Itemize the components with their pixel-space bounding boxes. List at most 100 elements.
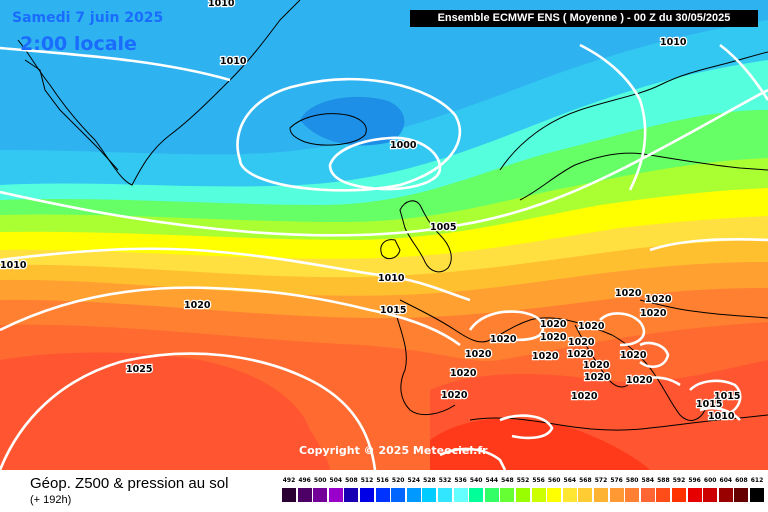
legend-tick-label: 496 [298,477,311,484]
legend-color-swatch [609,488,624,502]
legend-tick-label: 564 [563,477,577,484]
isobar-label: 1005 [430,222,456,233]
isobars [0,43,768,470]
isobar-label: 1000 [390,140,417,151]
legend-tick-label: 492 [282,477,296,484]
legend-color-swatch [531,488,546,502]
isobar-label: 1020 [450,368,477,379]
legend-color-swatch [282,488,296,502]
legend-color-swatch [484,488,499,502]
coastlines [17,0,768,431]
field-band-584 [0,352,330,470]
legend-color-swatch [703,488,718,502]
legend-tick-label: 568 [579,477,592,484]
legend-color-swatch [625,488,640,502]
legend-color-swatch [453,488,468,502]
isobar-label: 1020 [645,294,672,305]
pressure-geopotential-map: 1010 1010 1010 1000 1005 1010 1010 1020 … [0,0,768,470]
isobar-labels: 1010 1010 1010 1000 1005 1010 1010 1020 … [0,0,742,423]
legend-tick-label: 540 [469,477,483,484]
model-run-info: Ensemble ECMWF ENS ( Moyenne ) - 00 Z du… [410,10,758,27]
legend-tick-label: 520 [391,477,405,484]
isobar-label: 1020 [465,349,492,360]
legend-tick-label: 584 [641,477,655,484]
legend-tick-label: 592 [672,477,686,484]
legend-color-swatch [656,488,671,502]
copyright-notice: Copyright © 2025 Meteociel.fr [299,444,488,457]
isobar-label: 1010 [208,0,235,9]
legend-tick-label: 504 [329,477,343,484]
legend-tick-label: 500 [313,477,327,484]
legend-color-swatch [578,488,593,502]
isobar-label: 1020 [571,391,598,402]
isobar-label: 1010 [378,273,405,284]
product-title: Géop. Z500 & pression au sol [30,475,229,492]
legend-tick-label: 512 [360,477,374,484]
legend-color-swatch [547,488,562,502]
legend-tick-label: 608 [735,477,748,484]
legend-color-swatch [750,488,764,502]
legend-tick-label: 556 [532,477,545,484]
legend-color-swatch [687,488,702,502]
legend-tick-label: 516 [376,477,389,484]
legend-tick-label: 600 [703,477,717,484]
legend-color-swatch [375,488,390,502]
isobar-label: 1020 [567,349,594,360]
legend-tick-label: 576 [610,477,623,484]
legend-color-swatch [406,488,421,502]
isobar-label: 1010 [660,37,687,48]
legend-tick-label: 528 [423,477,436,484]
legend-color-swatch [438,488,452,502]
legend-color-swatch [640,488,655,502]
legend-color-swatch [500,488,515,502]
legend-tick-label: 508 [345,477,358,484]
forecast-date: Samedi 7 juin 2025 [12,10,164,26]
legend-color-swatch [469,488,484,502]
forecast-local-time: 2:00 locale [20,33,137,55]
isobar-label: 1020 [640,308,667,319]
isobar-label: 1020 [540,332,567,343]
legend-color-swatch [718,488,733,502]
isobar-label: 1015 [380,305,406,316]
isobar-label: 1025 [126,364,152,375]
legend-tick-label: 572 [594,477,608,484]
isobar-label: 1020 [490,334,517,345]
legend-tick-label: 604 [719,477,733,484]
legend-tick-label: 536 [454,477,467,484]
legend-tick-label: 552 [516,477,530,484]
legend-color-swatch [344,488,359,502]
legend-color-swatch [516,488,530,502]
legend-color-swatch [313,488,328,502]
legend-color-swatch [422,488,437,502]
legend-tick-label: 596 [688,477,701,484]
isobar-label: 1020 [583,360,610,371]
lead-time: (+ 192h) [30,494,72,506]
isobar-label: 1015 [696,399,722,410]
legend-color-swatch [328,488,343,502]
legend-tick-label: 532 [438,477,452,484]
legend-tick-label: 580 [625,477,639,484]
isobar-label: 1020 [540,319,567,330]
legend-tick-label: 588 [657,477,670,484]
isobar-label: 1020 [441,390,468,401]
field-band-588 [430,418,650,470]
isobar-label: 1020 [584,372,611,383]
isobar-label: 1015 [714,391,740,402]
isobar-label: 1020 [568,337,595,348]
isobar-label: 1020 [620,350,647,361]
legend-color-swatch [360,488,374,502]
legend-tick-label: 548 [501,477,514,484]
legend-color-swatch [734,488,749,502]
isobar-label: 1020 [578,321,605,332]
isobar-label: 1020 [615,288,642,299]
isobar-label: 1010 [708,411,735,422]
legend-color-swatch [672,488,686,502]
legend-color-swatch [562,488,577,502]
field-low-532 [300,96,405,146]
isobar-label: 1020 [184,300,211,311]
legend-color-swatch [297,488,312,502]
legend-tick-label: 524 [407,477,421,484]
legend-tick-label: 612 [750,477,764,484]
isobar-label: 1010 [0,260,27,271]
